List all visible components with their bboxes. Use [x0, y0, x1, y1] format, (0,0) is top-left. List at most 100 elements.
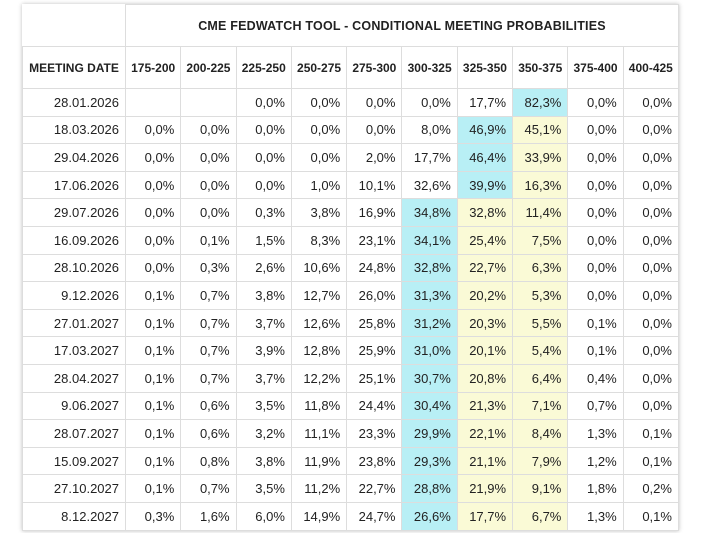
probability-cell: 0,7% — [180, 363, 237, 393]
probability-cell: 11,4% — [512, 198, 569, 227]
probability-cell: 0,0% — [622, 336, 679, 365]
title-row: CME FEDWATCH TOOL - CONDITIONAL MEETING … — [22, 4, 679, 47]
probability-cell: 0,0% — [567, 198, 624, 227]
probability-cell: 0,1% — [567, 336, 624, 365]
probability-cell: 0,1% — [124, 363, 182, 393]
probability-cell: 31,2% — [401, 308, 458, 338]
meeting-date: 28.01.2026 — [22, 88, 126, 117]
probability-cell: 0,0% — [622, 143, 679, 172]
probability-table: CME FEDWATCH TOOL - CONDITIONAL MEETING … — [22, 4, 679, 531]
probability-cell: 30,7% — [401, 363, 458, 393]
column-header: 200-225 — [180, 46, 237, 89]
probability-cell: 45,1% — [512, 115, 569, 145]
probability-cell: 1,3% — [567, 501, 624, 531]
column-header: 175-200 — [124, 46, 182, 89]
probability-cell: 0,1% — [124, 336, 182, 365]
table-row: 16.09.2026 0,0% 0,1% 1,5% 8,3% 23,1% 34,1% 25,4… — [22, 225, 679, 255]
probability-cell: 3,2% — [235, 419, 292, 448]
probability-cell: 0,1% — [622, 446, 679, 476]
probability-cell: 0,0% — [567, 170, 624, 200]
probability-cell: 20,8% — [456, 363, 514, 393]
probability-cell: 0,0% — [180, 198, 237, 227]
table-title: CME FEDWATCH TOOL - CONDITIONAL MEETING … — [125, 4, 679, 47]
column-header: 225-250 — [235, 46, 292, 89]
probability-cell: 0,0% — [567, 225, 624, 255]
probability-cell: 16,9% — [346, 198, 403, 227]
probability-cell: 0,8% — [180, 446, 237, 476]
probability-cell: 0,0% — [622, 391, 679, 421]
probability-cell: 10,1% — [346, 170, 403, 200]
probability-cell: 0,0% — [346, 88, 403, 117]
meeting-date: 28.10.2026 — [22, 253, 126, 283]
table-row: 28.10.2026 0,0% 0,3% 2,6% 10,6% 24,8% 32,8% 22,… — [22, 253, 679, 283]
meeting-date: 28.04.2027 — [22, 363, 126, 393]
probability-cell: 29,9% — [401, 419, 458, 448]
probability-cell: 12,8% — [290, 336, 348, 365]
probability-cell: 0,1% — [180, 225, 237, 255]
table-row: 28.07.2027 0,1% 0,6% 3,2% 11,1% 23,3% 29,9% 22,… — [22, 419, 679, 448]
table-container: CME FEDWATCH TOOL - CONDITIONAL MEETING … — [22, 4, 679, 531]
column-header: 350-375 — [512, 46, 569, 89]
column-header: 400-425 — [622, 46, 679, 89]
probability-cell: 3,5% — [235, 391, 292, 421]
probability-cell: 0,1% — [124, 474, 182, 503]
table-row: 17.03.2027 0,1% 0,7% 3,9% 12,8% 25,9% 31,0% 20,… — [22, 336, 679, 365]
probability-cell: 6,4% — [512, 363, 569, 393]
probability-cell: 82,3% — [512, 88, 569, 117]
probability-cell: 1,0% — [290, 170, 348, 200]
table-row: 28.04.2027 0,1% 0,7% 3,7% 12,2% 25,1% 30,7% 20,… — [22, 363, 679, 393]
column-header: MEETING DATE — [22, 46, 126, 89]
probability-cell: 0,7% — [180, 308, 237, 338]
probability-cell: 34,1% — [401, 225, 458, 255]
probability-cell: 0,0% — [622, 88, 679, 117]
probability-cell: 1,3% — [567, 419, 624, 448]
probability-cell: 0,7% — [180, 281, 237, 310]
probability-cell: 6,0% — [235, 501, 292, 531]
column-header: 325-350 — [456, 46, 514, 89]
blank-cell — [22, 4, 126, 47]
probability-cell: 0,0% — [290, 143, 348, 172]
table-row: 8.12.2027 0,3% 1,6% 6,0% 14,9% 24,7% 26,6% 17,7… — [22, 501, 679, 531]
probability-cell: 17,7% — [401, 143, 458, 172]
probability-cell: 0,0% — [567, 115, 624, 145]
probability-cell: 16,3% — [512, 170, 569, 200]
probability-cell: 24,4% — [346, 391, 403, 421]
probability-cell: 23,8% — [346, 446, 403, 476]
probability-cell: 1,6% — [180, 501, 237, 531]
probability-cell — [124, 88, 182, 117]
table-row: 9.12.2026 0,1% 0,7% 3,8% 12,7% 26,0% 31,3% 20,2… — [22, 281, 679, 310]
probability-cell: 39,9% — [456, 170, 514, 200]
probability-cell: 0,0% — [235, 88, 292, 117]
table-row: 9.06.2027 0,1% 0,6% 3,5% 11,8% 24,4% 30,4% 21,3… — [22, 391, 679, 421]
probability-cell: 11,9% — [290, 446, 348, 476]
probability-cell: 0,1% — [124, 446, 182, 476]
probability-cell: 6,7% — [512, 501, 569, 531]
probability-cell: 5,4% — [512, 336, 569, 365]
table-row: 28.01.2026 0,0% 0,0% 0,0% 0,0% 17,7% 82,3% 0,0%… — [22, 88, 679, 117]
meeting-date: 29.04.2026 — [22, 143, 126, 172]
probability-cell: 12,6% — [290, 308, 348, 338]
probability-cell: 25,4% — [456, 225, 514, 255]
probability-cell: 0,6% — [180, 419, 237, 448]
probability-cell: 3,5% — [235, 474, 292, 503]
probability-cell: 20,2% — [456, 281, 514, 310]
probability-cell: 12,2% — [290, 363, 348, 393]
probability-cell: 0,1% — [124, 419, 182, 448]
probability-cell: 22,1% — [456, 419, 514, 448]
probability-cell: 17,7% — [456, 501, 514, 531]
table-row: 27.10.2027 0,1% 0,7% 3,5% 11,2% 22,7% 28,8% 21,… — [22, 474, 679, 503]
probability-cell: 0,0% — [235, 143, 292, 172]
probability-cell: 24,8% — [346, 253, 403, 283]
probability-cell: 31,3% — [401, 281, 458, 310]
meeting-date: 29.07.2026 — [22, 198, 126, 227]
probability-cell: 32,8% — [456, 198, 514, 227]
probability-cell: 25,8% — [346, 308, 403, 338]
probability-cell: 0,0% — [622, 281, 679, 310]
probability-cell: 33,9% — [512, 143, 569, 172]
probability-cell: 0,7% — [180, 336, 237, 365]
probability-cell: 0,2% — [622, 474, 679, 503]
probability-cell: 0,0% — [622, 225, 679, 255]
column-header: 300-325 — [401, 46, 458, 89]
table-row: 29.07.2026 0,0% 0,0% 0,3% 3,8% 16,9% 34,8% 32,8… — [22, 198, 679, 227]
